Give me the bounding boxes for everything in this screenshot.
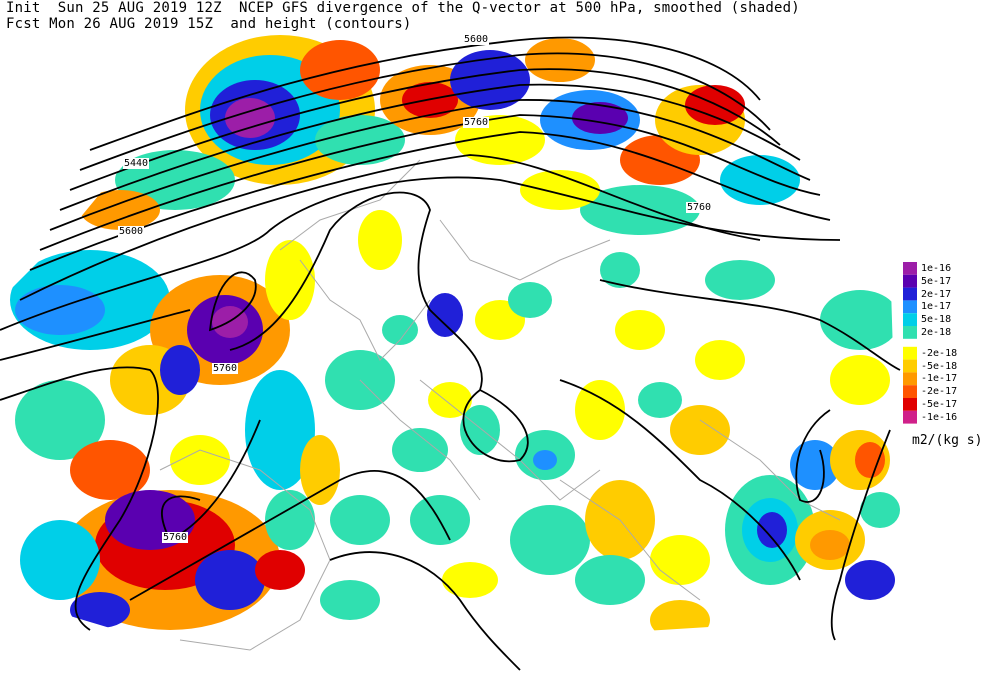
map-title-line-1: Init Sun 25 AUG 2019 12Z NCEP GFS diverg… <box>6 0 800 16</box>
colorbar-tick-label: -1e-17 <box>921 373 958 385</box>
colorbar-tick-label: 2e-18 <box>921 327 952 338</box>
contour-label: 5760 <box>162 532 189 543</box>
colorbar-swatch <box>903 313 917 326</box>
colorbar-swatch <box>903 326 917 339</box>
colorbar-tick-label: 5e-18 <box>921 314 952 326</box>
map-title-line-2: Fcst Mon 26 AUG 2019 15Z and height (con… <box>6 16 412 32</box>
height-contours <box>0 36 901 671</box>
contour-label: 5600 <box>463 34 490 45</box>
contour-label: 5760 <box>212 363 239 374</box>
colorbar-swatch <box>903 398 917 411</box>
colorbar <box>903 262 917 424</box>
contour-label: 5440 <box>123 158 150 169</box>
colorbar-tick-label: -5e-18 <box>921 360 958 372</box>
colorbar-swatch <box>903 372 917 386</box>
colorbar-units: m2/(kg s) <box>912 433 983 448</box>
colorbar-swatch <box>903 346 917 360</box>
colorbar-tick-label: 5e-17 <box>921 275 952 287</box>
colorbar-swatch <box>903 359 917 373</box>
colorbar-swatch <box>903 300 917 314</box>
colorbar-tick-label: -1e-16 <box>921 411 958 423</box>
colorbar-tick-label: 1e-17 <box>921 301 952 313</box>
colorbar-swatch <box>903 262 917 275</box>
contour-label: 5760 <box>686 202 713 213</box>
colorbar-tick-label: -2e-17 <box>921 386 958 398</box>
colorbar-tick-label: 2e-17 <box>921 288 952 300</box>
colorbar-swatch <box>903 287 917 301</box>
contour-label: 5600 <box>118 226 145 237</box>
contour-label: 5760 <box>463 117 490 128</box>
colorbar-swatch <box>903 274 917 288</box>
colorbar-swatch <box>903 385 917 398</box>
colorbar-tick-label: 1e-16 <box>921 263 952 274</box>
colorbar-tick-label: -2e-18 <box>921 347 958 359</box>
colorbar-tick-label: -5e-17 <box>921 399 958 410</box>
shaded-field <box>0 34 910 675</box>
colorbar-swatch <box>903 410 917 424</box>
